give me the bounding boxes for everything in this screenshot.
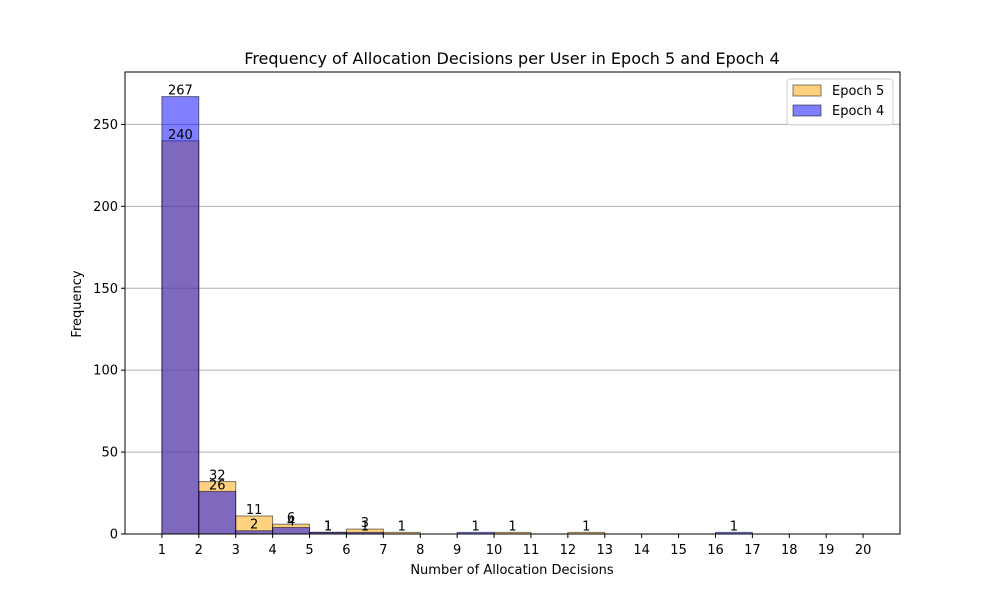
x-tick-label: 20 bbox=[855, 543, 872, 558]
legend-label-epoch-4: Epoch 4 bbox=[832, 104, 884, 119]
y-axis-label: Frequency bbox=[70, 270, 85, 337]
data-label-epoch-5: 1 bbox=[508, 519, 516, 534]
data-label-epoch-5: 240 bbox=[168, 128, 193, 143]
y-tick-label: 100 bbox=[93, 364, 118, 379]
x-tick-label: 3 bbox=[232, 543, 240, 558]
y-tick-label: 250 bbox=[93, 118, 118, 133]
x-tick-label: 13 bbox=[596, 543, 613, 558]
x-tick-label: 7 bbox=[379, 543, 387, 558]
x-tick-label: 9 bbox=[453, 543, 461, 558]
x-axis-ticks: 1 2 3 4 5 6 7 8 9 10 11 12 13 14 15 16 17 18 19 20 bbox=[158, 534, 872, 558]
x-tick-label: 8 bbox=[416, 543, 424, 558]
data-label-epoch-5: 1 bbox=[582, 519, 590, 534]
data-label-epoch-4: 4 bbox=[287, 514, 295, 529]
y-axis-ticks: 0 50 100 150 200 250 bbox=[93, 118, 125, 543]
y-tick-label: 200 bbox=[93, 200, 118, 215]
x-tick-label: 6 bbox=[342, 543, 350, 558]
data-label-epoch-5: 32 bbox=[209, 469, 226, 484]
chart-title: Frequency of Allocation Decisions per Us… bbox=[244, 49, 779, 68]
x-tick-label: 17 bbox=[744, 543, 761, 558]
data-label-epoch-5: 3 bbox=[361, 516, 369, 531]
x-tick-label: 12 bbox=[560, 543, 577, 558]
x-tick-label: 11 bbox=[523, 543, 540, 558]
x-tick-label: 4 bbox=[268, 543, 276, 558]
legend-swatch-epoch-5 bbox=[792, 84, 822, 97]
bar-epoch-4 bbox=[198, 490, 237, 535]
data-label-epoch-5: 6 bbox=[287, 511, 295, 526]
bars bbox=[161, 96, 753, 535]
x-tick-label: 18 bbox=[781, 543, 798, 558]
legend-swatch-epoch-4 bbox=[792, 104, 822, 117]
data-label-epoch-5: 1 bbox=[324, 519, 332, 534]
data-label-epoch-4: 26 bbox=[209, 478, 226, 493]
bar-epoch-4 bbox=[161, 96, 200, 535]
data-label-epoch-4: 1 bbox=[361, 519, 369, 534]
x-axis-label: Number of Allocation Decisions bbox=[410, 563, 614, 578]
x-tick-label: 2 bbox=[195, 543, 203, 558]
data-label-epoch-4: 267 bbox=[168, 84, 193, 99]
x-tick-label: 15 bbox=[670, 543, 687, 558]
x-tick-label: 19 bbox=[818, 543, 835, 558]
y-tick-label: 50 bbox=[101, 446, 118, 461]
y-tick-label: 0 bbox=[110, 528, 118, 543]
x-tick-label: 10 bbox=[486, 543, 503, 558]
plot-frame bbox=[124, 71, 901, 535]
x-tick-label: 5 bbox=[305, 543, 313, 558]
data-label-epoch-4: 1 bbox=[730, 519, 738, 534]
data-label-epoch-4: 1 bbox=[324, 519, 332, 534]
x-tick-label: 16 bbox=[707, 543, 724, 558]
data-label-epoch-4: 1 bbox=[471, 519, 479, 534]
x-tick-label: 1 bbox=[158, 543, 166, 558]
data-label-epoch-5: 11 bbox=[246, 503, 263, 518]
data-label-epoch-5: 1 bbox=[398, 519, 406, 534]
y-tick-label: 150 bbox=[93, 282, 118, 297]
legend: Epoch 5 Epoch 4 bbox=[786, 78, 894, 126]
data-label-epoch-4: 2 bbox=[250, 518, 258, 533]
grid-lines bbox=[125, 123, 900, 453]
legend-label-epoch-5: Epoch 5 bbox=[832, 84, 884, 99]
x-tick-label: 14 bbox=[633, 543, 650, 558]
